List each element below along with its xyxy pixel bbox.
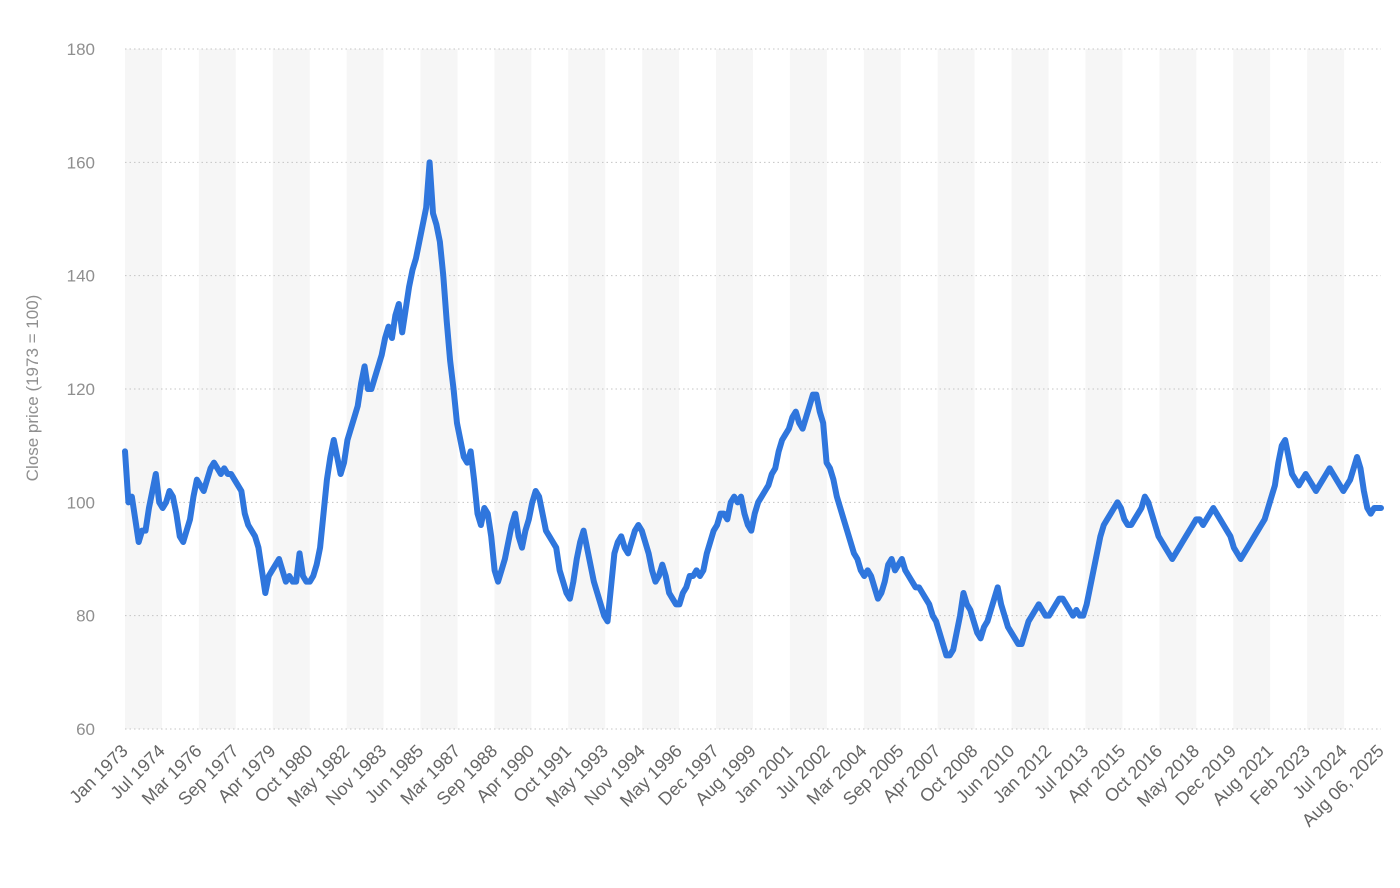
y-tick-label: 180 <box>67 40 95 59</box>
series-line <box>122 159 1384 659</box>
background-band <box>1307 49 1345 729</box>
y-axis-ticks: 60 80 100 120 140 160 180 <box>67 40 95 739</box>
background-band <box>1085 49 1123 729</box>
background-band <box>198 49 236 729</box>
background-band <box>937 49 975 729</box>
y-tick-label: 80 <box>76 607 95 626</box>
series-layer <box>122 159 1384 659</box>
background-band <box>789 49 827 729</box>
y-tick-label: 60 <box>76 720 95 739</box>
y-tick-label: 160 <box>67 153 95 172</box>
background-band <box>568 49 606 729</box>
y-tick-label: 140 <box>67 267 95 286</box>
y-tick-label: 120 <box>67 380 95 399</box>
y-tick-label: 100 <box>67 493 95 512</box>
y-axis-title: Close price (1973 = 100) <box>23 295 42 482</box>
